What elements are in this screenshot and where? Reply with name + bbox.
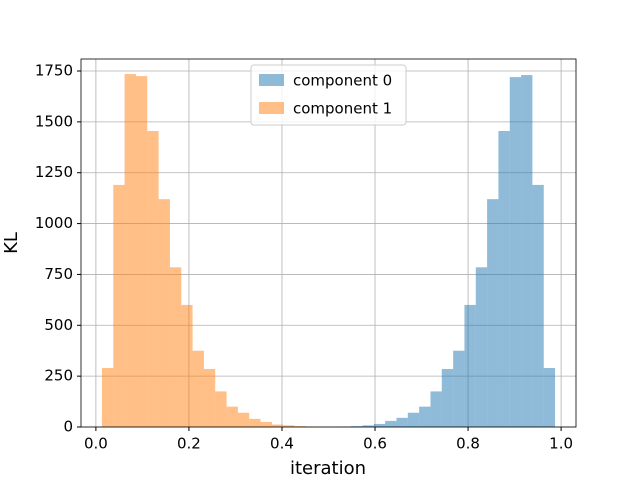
histogram-bar bbox=[396, 417, 408, 427]
histogram-bar bbox=[532, 184, 544, 427]
y-tick-label: 250 bbox=[44, 367, 73, 385]
histogram-bar bbox=[147, 131, 159, 428]
histogram-bar bbox=[283, 425, 295, 427]
x-tick-label: 0.0 bbox=[84, 435, 108, 453]
x-axis-label: iteration bbox=[290, 458, 366, 479]
histogram-bar bbox=[521, 75, 533, 428]
legend: component 0 component 1 bbox=[250, 64, 407, 126]
histogram-bar bbox=[373, 423, 386, 427]
y-tick-label: 750 bbox=[44, 265, 73, 283]
histogram-bar bbox=[441, 369, 454, 427]
histogram-bar bbox=[101, 368, 114, 427]
histogram-bar bbox=[362, 425, 374, 427]
histogram-bar bbox=[203, 369, 216, 427]
histogram-bar bbox=[158, 199, 170, 427]
histogram-bar bbox=[271, 424, 284, 427]
x-tick-label: 1.0 bbox=[549, 435, 573, 453]
histogram-bar bbox=[237, 412, 250, 427]
histogram-bar bbox=[351, 426, 363, 427]
legend-swatch bbox=[259, 74, 284, 86]
histogram-bar bbox=[475, 267, 488, 427]
histogram-bar bbox=[385, 420, 397, 427]
y-tick-label: 0 bbox=[63, 418, 73, 436]
histogram-bar bbox=[124, 74, 136, 427]
x-tick-label: 0.2 bbox=[177, 435, 201, 453]
histogram-bar bbox=[169, 267, 182, 427]
histogram-bar bbox=[192, 350, 204, 427]
histogram-bar bbox=[181, 304, 193, 427]
histogram-bar bbox=[135, 76, 148, 427]
plot-frame bbox=[80, 58, 577, 428]
y-tick-label: 1500 bbox=[35, 112, 73, 130]
histogram-bar bbox=[419, 406, 431, 427]
x-tick-label: 0.8 bbox=[456, 435, 480, 453]
histogram-bar bbox=[407, 412, 420, 427]
histogram-bar bbox=[294, 426, 306, 427]
x-tick-label: 0.4 bbox=[270, 435, 294, 453]
y-axis-label: KL bbox=[1, 232, 22, 254]
y-tick-label: 500 bbox=[44, 316, 73, 334]
histogram-bar bbox=[464, 304, 476, 427]
histogram-bar bbox=[487, 199, 499, 427]
x-tick-label: 0.6 bbox=[363, 435, 387, 453]
legend-label: component 1 bbox=[293, 100, 392, 118]
histogram-bar bbox=[260, 421, 272, 427]
y-tick-label: 1250 bbox=[35, 163, 73, 181]
legend-label: component 0 bbox=[293, 72, 392, 90]
histogram-bar bbox=[453, 350, 465, 427]
histogram-bar bbox=[113, 184, 125, 427]
histogram-bar bbox=[226, 406, 238, 427]
histogram-bar bbox=[430, 391, 442, 427]
histogram-bar bbox=[543, 368, 556, 427]
y-tick-label: 1750 bbox=[35, 62, 73, 80]
histogram-bar bbox=[498, 131, 510, 428]
legend-box bbox=[250, 64, 407, 126]
legend-swatch bbox=[259, 102, 284, 114]
histogram-bar bbox=[215, 391, 227, 427]
y-tick-label: 1000 bbox=[35, 214, 73, 232]
histogram-bar bbox=[509, 77, 522, 427]
histogram-bar bbox=[249, 418, 261, 427]
